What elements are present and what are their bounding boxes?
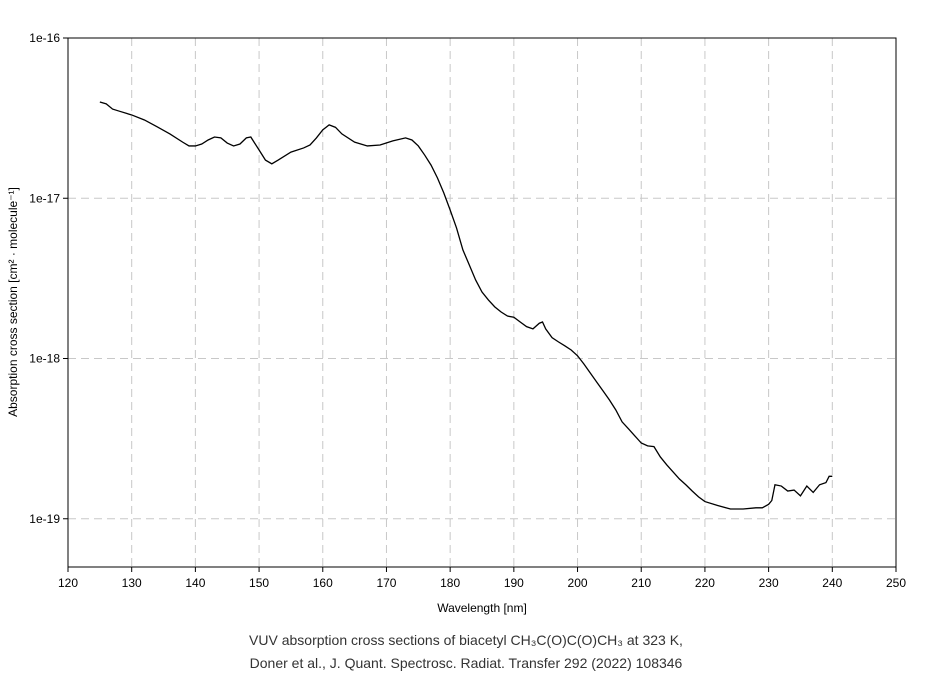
y-tick-label: 1e-16	[29, 31, 60, 45]
x-axis-label: Wavelength [nm]	[437, 601, 527, 615]
x-tick-label: 230	[759, 576, 779, 590]
x-tick-label: 240	[822, 576, 842, 590]
x-tick-label: 190	[504, 576, 524, 590]
y-tick-label: 1e-19	[29, 512, 60, 526]
x-tick-label: 150	[249, 576, 269, 590]
x-tick-label: 210	[631, 576, 651, 590]
plot-frame	[67, 37, 897, 568]
x-tick-label: 180	[440, 576, 460, 590]
x-tick-label: 250	[886, 576, 906, 590]
y-tick-label: 1e-17	[29, 191, 60, 205]
x-tick-label: 140	[185, 576, 205, 590]
data-line	[99, 101, 833, 510]
y-axis-label: Absorption cross section [cm² · molecule…	[6, 187, 20, 417]
x-tick-label: 130	[122, 576, 142, 590]
caption: Doner et al., J. Quant. Spectrosc. Radia…	[250, 655, 683, 671]
x-tick-label: 160	[313, 576, 333, 590]
x-tick-label: 170	[376, 576, 396, 590]
x-tick-label: 220	[695, 576, 715, 590]
x-tick-label: 200	[568, 576, 588, 590]
caption: VUV absorption cross sections of biacety…	[249, 632, 683, 648]
x-tick-label: 120	[58, 576, 78, 590]
y-tick-label: 1e-18	[29, 352, 60, 366]
